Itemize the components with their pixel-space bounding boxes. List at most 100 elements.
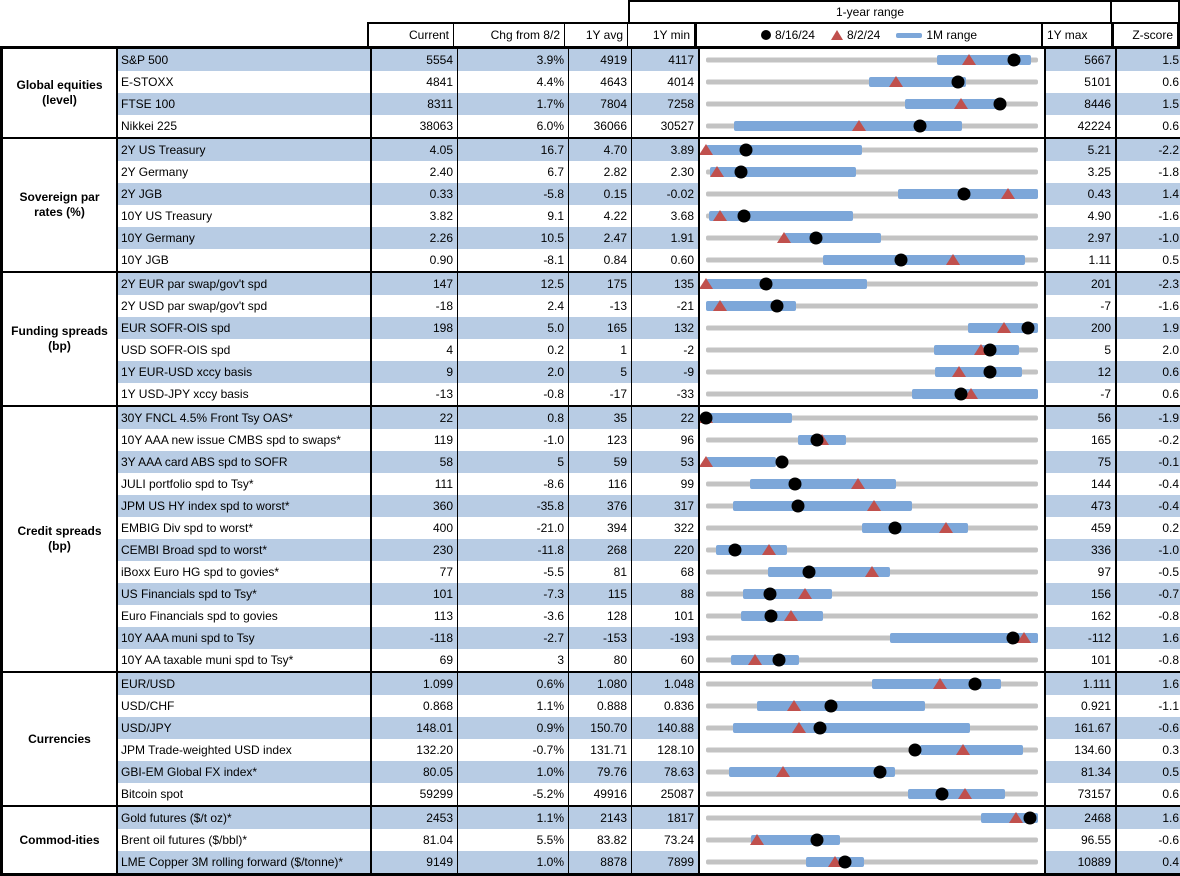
cell-1y-avg: 4643: [568, 71, 631, 93]
current-date-marker-icon: [739, 143, 753, 157]
prev-date-marker-icon: [700, 277, 714, 289]
one-month-range-bar: [905, 99, 998, 109]
cell-1y-min: 140.88: [631, 717, 698, 739]
one-month-range-bar: [706, 279, 867, 289]
cell-1y-min: 22: [631, 407, 698, 429]
cell-label: 2Y US Treasury: [118, 139, 370, 161]
cell-1y-avg: 115: [568, 583, 631, 605]
cell-label: Brent oil futures ($/bbl)*: [121, 833, 248, 847]
cell-label: 1Y EUR-USD xccy basis: [118, 361, 370, 383]
one-year-range-track: [706, 815, 1038, 821]
cell-1y-max: -7: [1100, 387, 1111, 401]
cell-1y-max: 156: [1046, 583, 1115, 605]
table-row: Gold futures ($/t oz)* 2453 1.1% 2143 1817 24…: [118, 807, 1180, 829]
cell-1y-max: 201: [1046, 273, 1115, 295]
cell-1y-max: 73157: [1077, 787, 1111, 801]
chart-legend: 8/16/24 8/2/24 1M range: [695, 22, 1043, 46]
one-year-range-track: [706, 791, 1038, 797]
cell-1y-max: 0.921: [1080, 699, 1111, 713]
cell-chg-from-8-2: -8.6: [457, 473, 568, 495]
cell-label: S&P 500: [118, 49, 370, 71]
prev-date-marker-icon: [946, 253, 961, 265]
category-label: Currencies: [3, 673, 118, 805]
section: Commod-ities Gold futures ($/t oz)* 2453 1.…: [3, 805, 1180, 873]
table-row: EUR SOFR-OIS spd 198 5.0 165 132 200 1.9: [118, 317, 1180, 339]
cell-z-score: 2.0: [1115, 339, 1180, 361]
table-row: 2Y US Treasury 4.05 16.7 4.70 3.89 5.21 -2.2: [118, 139, 1180, 161]
cell-1y-min: 132: [631, 317, 698, 339]
range-chart: [698, 183, 1046, 205]
cell-chg-from-8-2: 1.0%: [457, 851, 568, 873]
cell-1y-min: 135: [631, 273, 698, 295]
prev-date-marker-icon: [713, 299, 728, 311]
range-chart: [698, 829, 1046, 851]
cell-1y-max: 200: [1046, 317, 1115, 339]
current-date-marker-icon: [1006, 631, 1020, 645]
cell-1y-avg: 2.47: [568, 227, 631, 249]
cell-z-score: 1.4: [1115, 183, 1180, 205]
cell-current: 38063: [370, 115, 457, 137]
cell-z-score: -1.1: [1115, 695, 1180, 717]
cell-1y-min: 1.048: [631, 673, 698, 695]
cell-1y-max: 144: [1090, 477, 1111, 491]
cell-1y-min: 53: [631, 451, 698, 473]
prev-date-marker-icon: [866, 499, 881, 511]
current-date-marker-icon: [894, 253, 908, 267]
cell-1y-max: 75: [1046, 451, 1115, 473]
prev-date-marker-icon: [932, 677, 947, 689]
cell-current: 2453: [370, 807, 457, 829]
current-date-marker-icon: [809, 231, 823, 245]
table-row: 10Y AA taxable muni spd to Tsy* 69 3 80 60 10…: [118, 649, 1180, 671]
table-row: CEMBI Broad spd to worst* 230 -11.8 268 220 3…: [118, 539, 1180, 561]
legend-range-bar-icon: [896, 32, 923, 38]
cell-1y-max: 3.25: [1087, 165, 1111, 179]
cell-current: 8311: [370, 93, 457, 115]
cell-label: EMBIG Div spd to worst*: [121, 521, 254, 535]
cell-current: 132.20: [370, 739, 457, 761]
section: Sovereign par rates (%) 2Y US Treasury 4.0…: [3, 137, 1180, 271]
cell-1y-max: 161.67: [1046, 717, 1115, 739]
prev-date-marker-icon: [747, 653, 762, 665]
cell-1y-min: 4014: [631, 71, 698, 93]
table-row: Bitcoin spot 59299 -5.2% 49916 25087 73157 0.6: [118, 783, 1180, 805]
prev-date-marker-icon: [957, 787, 972, 799]
cell-1y-min: 68: [631, 561, 698, 583]
range-chart: [698, 429, 1046, 451]
current-date-marker-icon: [983, 343, 997, 357]
cell-label: USD/JPY: [118, 717, 370, 739]
cell-1y-max: 81.34: [1046, 761, 1115, 783]
current-date-marker-icon: [908, 743, 922, 757]
cell-chg-from-8-2: 5.0: [457, 317, 568, 339]
one-year-range-track: [706, 347, 1038, 353]
range-title: 1-year range: [628, 0, 1112, 22]
cell-1y-avg: 0.84: [568, 249, 631, 271]
section: Global equities (level) S&P 500 5554 3.9% 49…: [3, 49, 1180, 137]
cell-1y-avg: 1: [568, 339, 631, 361]
cell-current: -118: [370, 627, 457, 649]
cell-1y-max: 97: [1097, 565, 1111, 579]
cell-z-score: 0.5: [1115, 249, 1180, 271]
range-chart: [698, 583, 1046, 605]
cell-current: 77: [370, 561, 457, 583]
prev-date-marker-icon: [761, 543, 776, 555]
cell-z-score: 0.6: [1115, 383, 1180, 405]
cell-z-score: -0.4: [1115, 473, 1180, 495]
prev-date-marker-icon: [700, 455, 714, 467]
one-month-range-bar: [708, 211, 853, 221]
range-chart: [698, 495, 1046, 517]
column-header-chg: Chg from 8/2: [454, 22, 565, 46]
cell-1y-avg: 49916: [568, 783, 631, 805]
one-year-range-track: [706, 747, 1038, 753]
cell-1y-min: 317: [631, 495, 698, 517]
cell-label: Gold futures ($/t oz)*: [118, 807, 370, 829]
cell-1y-avg: 123: [568, 429, 631, 451]
range-chart: [698, 161, 1046, 183]
cell-1y-min: 96: [631, 429, 698, 451]
section-rows: 30Y FNCL 4.5% Front Tsy OAS* 22 0.8 35 22 56-…: [118, 407, 1180, 671]
table-row: LME Copper 3M rolling forward ($/tonne)*…: [118, 851, 1180, 873]
legend-dot-icon: [760, 30, 771, 40]
cell-current: 1.099: [370, 673, 457, 695]
cell-z-score: 0.6: [1115, 783, 1180, 805]
one-month-range-bar: [706, 301, 797, 311]
prev-date-marker-icon: [889, 75, 904, 87]
